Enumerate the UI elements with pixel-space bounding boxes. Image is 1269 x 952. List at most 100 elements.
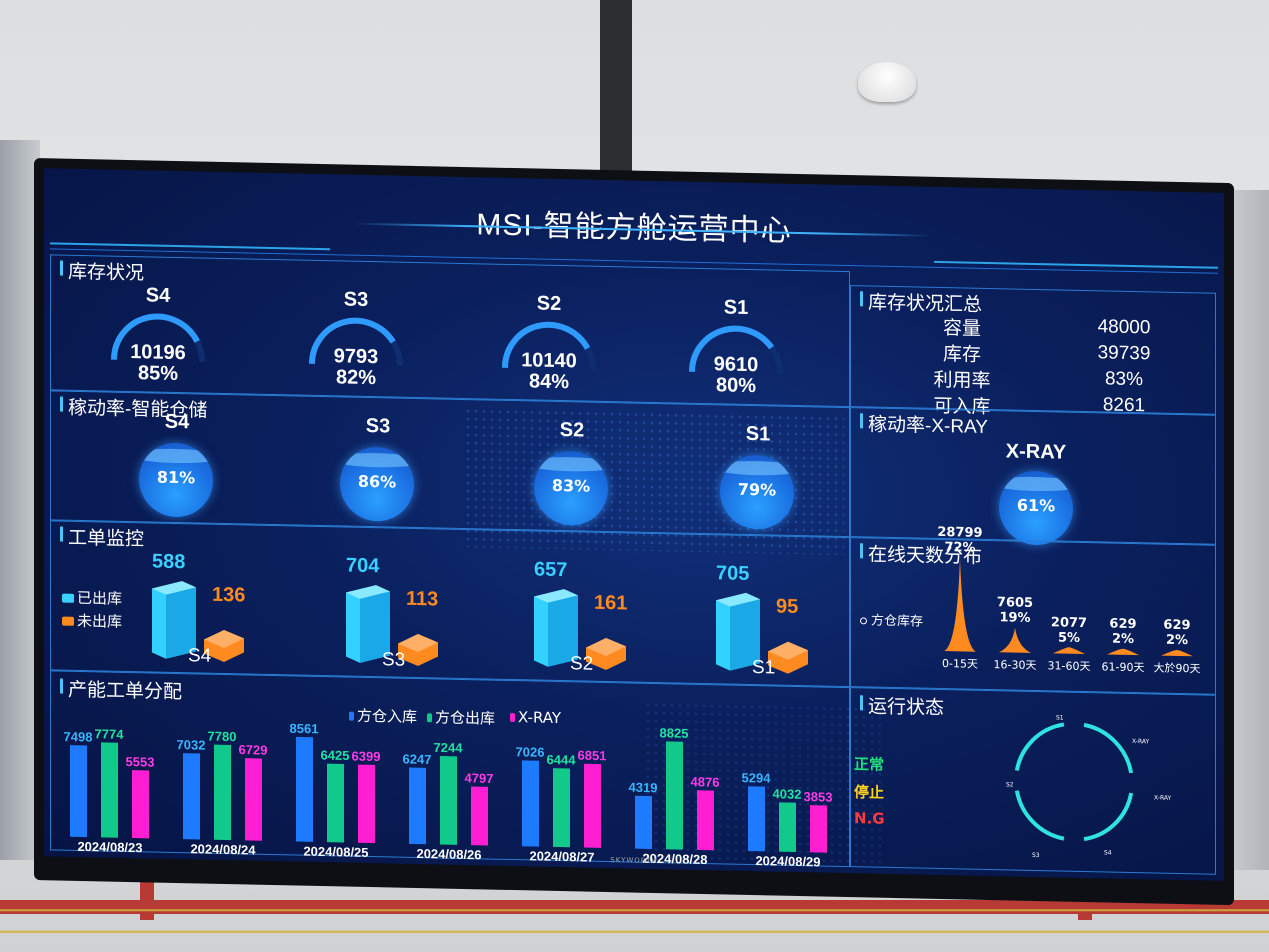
production-bar: [183, 753, 200, 840]
utilization-ball: 86%: [340, 446, 414, 522]
summary-key: 利用率: [933, 369, 991, 393]
utilization-label: S4: [164, 410, 190, 434]
production-bar: [327, 763, 344, 843]
utilization-value: 79%: [737, 479, 777, 500]
production-bar: [471, 786, 488, 846]
status-title: 运行状态: [868, 691, 944, 720]
production-bar-label: 4797: [465, 770, 494, 786]
gauge-value: 9610: [713, 353, 759, 377]
summary-key: 库存: [942, 344, 981, 366]
production-bar-label: 7780: [208, 729, 237, 745]
production-bar: [748, 786, 765, 852]
online-bucket-label: 大於90天: [1153, 661, 1201, 676]
production-bar-label: 7026: [516, 744, 545, 760]
smoke-detector: [858, 62, 916, 102]
production-date-label: 2024/08/27: [529, 848, 594, 864]
production-bar: [296, 736, 313, 842]
gauge-percent: 85%: [137, 362, 179, 386]
ring-label: S1: [1056, 714, 1064, 721]
production-date-label: 2024/08/23: [77, 839, 142, 855]
online-spike: [999, 627, 1031, 653]
production-bar-label: 6851: [578, 748, 607, 764]
production-bar-label: 6247: [403, 751, 432, 767]
online-spike: [1161, 649, 1193, 657]
production-bar: [635, 795, 652, 849]
gauge-arc: [309, 317, 403, 366]
production-bar-label: 6425: [321, 747, 350, 763]
production-date-label: 2024/08/25: [303, 844, 368, 860]
wall-left: [0, 140, 40, 860]
mount-pole: [600, 0, 632, 180]
gauge-value: 9793: [333, 345, 379, 369]
production-bar: [409, 767, 426, 845]
online-count: 629: [1163, 617, 1191, 634]
summary-value: 39739: [1097, 342, 1151, 365]
shipped-count: 704: [346, 554, 380, 578]
xray-ball: 61%: [999, 470, 1073, 546]
status-stop: 停止: [854, 783, 885, 802]
utilization-value: 86%: [357, 471, 397, 492]
workorder-name: S3: [382, 649, 406, 671]
production-bar: [214, 744, 231, 841]
gauge-arc: [502, 321, 596, 370]
production-bar-label: 4876: [691, 774, 720, 790]
pending-count: 136: [212, 583, 246, 607]
gauge-percent: 80%: [715, 374, 757, 398]
utilization-ball: 81%: [139, 442, 213, 518]
gauge-value: 10196: [130, 341, 186, 365]
production-bar-label: 4032: [773, 786, 802, 802]
utilization-ball: 83%: [534, 450, 608, 527]
status-ng: N.G: [854, 809, 885, 828]
online-percent: 2%: [1165, 632, 1189, 649]
gauge-value: 10140: [521, 349, 577, 373]
online-spike: [1053, 647, 1085, 655]
workorder-name: S4: [188, 645, 212, 667]
workorder-name: S1: [752, 657, 776, 679]
production-bar: [440, 755, 457, 845]
workorder-name: S2: [570, 653, 594, 675]
production-bar-label: 7244: [434, 740, 464, 756]
ring-label: X-RAY: [1132, 738, 1150, 745]
utilization-label: S1: [745, 422, 771, 446]
gauge-percent: 84%: [528, 370, 570, 394]
summary-value: 83%: [1104, 368, 1144, 391]
production-bar: [553, 768, 570, 848]
online-spike: [1107, 648, 1139, 656]
ring-label: X-RAY: [1154, 794, 1172, 801]
production-bar: [779, 802, 796, 852]
production-bar: [358, 764, 375, 844]
status-ring: S1 X-RAY S2 X-RAY S3 S4: [1006, 714, 1172, 859]
production-bar: [810, 805, 827, 853]
online-chart: [944, 557, 1193, 657]
utilization-value: 83%: [551, 475, 591, 496]
ring-segment: [1014, 722, 1065, 771]
inventory-title: 库存状况: [68, 257, 144, 286]
status-normal: 正常: [854, 755, 885, 774]
summary-value: 48000: [1097, 316, 1151, 339]
page-title: MSI-智能方舱运营中心: [44, 190, 1224, 259]
online-count: 28799: [937, 525, 983, 542]
utilization-label: S3: [365, 414, 391, 438]
xray-title: 稼动率-X-RAY: [868, 409, 988, 439]
workorder-blocks: [716, 592, 808, 674]
utilization-value: 81%: [156, 467, 196, 488]
ring-segment: [1083, 722, 1134, 774]
production-bar-label: 4319: [629, 780, 658, 796]
production-date-label: 2024/08/24: [190, 841, 256, 857]
workorder-title: 工单监控: [68, 523, 144, 552]
pending-count: 113: [406, 587, 439, 611]
production-bar: [132, 770, 149, 839]
legend-pending: 未出库: [62, 610, 122, 632]
production-date-label: 2024/08/28: [642, 851, 707, 867]
online-count: 7605: [996, 595, 1034, 612]
xray-value: 61%: [1016, 495, 1056, 516]
production-date-label: 2024/08/26: [416, 846, 481, 862]
shipped-count: 657: [534, 558, 568, 582]
production-bar-label: 7498: [64, 729, 93, 745]
production-bar: [697, 790, 714, 851]
production-bar-label: 7774: [95, 726, 125, 742]
production-bar: [584, 763, 601, 848]
ring-segment: [1083, 792, 1134, 842]
utilization-label: S2: [559, 419, 585, 442]
